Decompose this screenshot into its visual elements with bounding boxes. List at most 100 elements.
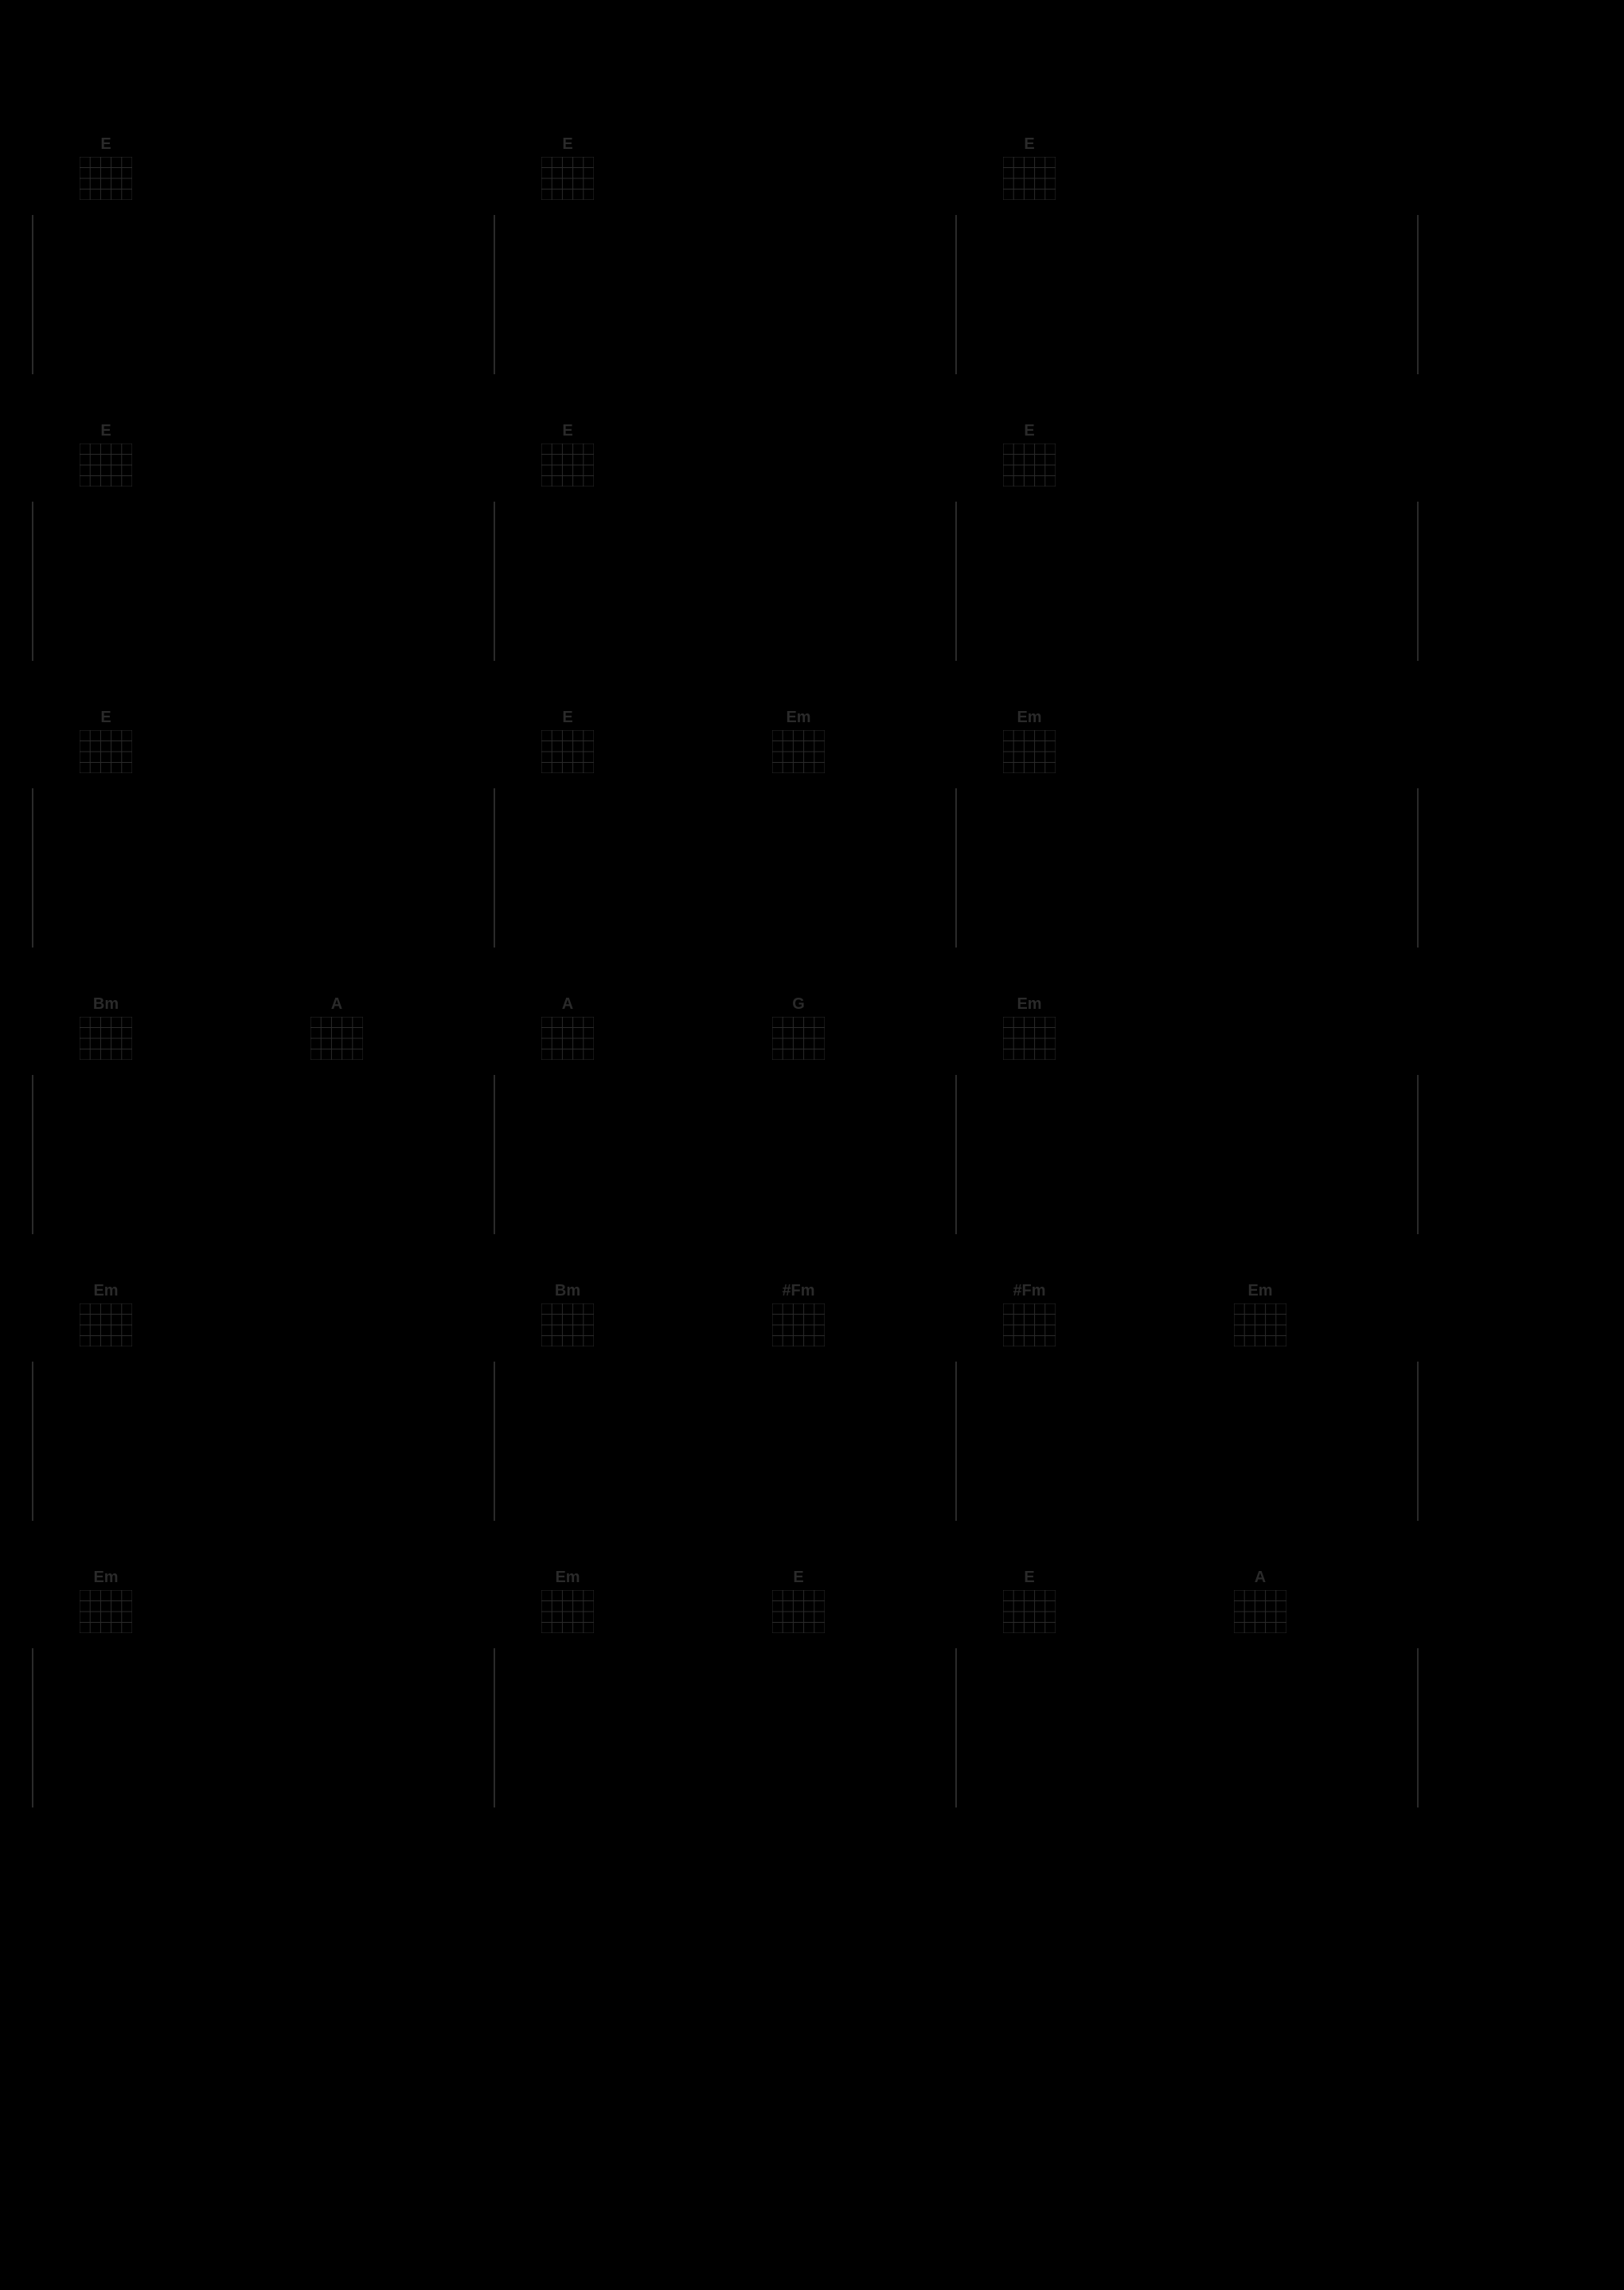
chord-diagram: E — [1003, 135, 1056, 204]
bar-divider — [1417, 215, 1419, 374]
fretboard-grid — [1003, 1017, 1056, 1060]
fretboard-grid — [310, 1017, 363, 1060]
chord-diagram: A — [310, 995, 363, 1064]
bar-divider — [1417, 788, 1419, 948]
fretboard-grid — [1234, 1590, 1286, 1633]
bar-divider — [32, 502, 33, 661]
chord-label: Em — [80, 1282, 132, 1300]
bar-divider — [955, 502, 957, 661]
chord-row: Bm A A G Em — [32, 995, 1544, 1282]
bar-divider — [1417, 502, 1419, 661]
fretboard — [1003, 157, 1056, 204]
chord-row: EEE — [32, 135, 1544, 422]
bar-divider — [32, 1648, 33, 1807]
bar-divider — [32, 788, 33, 948]
chord-label: E — [772, 1569, 825, 1587]
chord-label: E — [80, 422, 132, 440]
fretboard — [1234, 1590, 1286, 1637]
fretboard-grid — [1234, 1303, 1286, 1346]
fretboard-grid — [772, 1303, 825, 1346]
bar-divider — [494, 1362, 495, 1521]
bar-divider — [955, 1075, 957, 1234]
fretboard — [541, 157, 594, 204]
bar-divider — [494, 502, 495, 661]
fretboard-grid — [541, 730, 594, 773]
chord-label: Em — [80, 1569, 132, 1587]
chord-diagram: Em — [1234, 1282, 1286, 1350]
fretboard — [541, 1017, 594, 1064]
bar-divider — [494, 788, 495, 948]
fretboard-grid — [541, 444, 594, 487]
fretboard — [541, 444, 594, 490]
chord-label: E — [541, 135, 594, 154]
fretboard — [80, 157, 132, 204]
chord-diagram: E — [541, 709, 594, 777]
chord-diagram: Em — [80, 1569, 132, 1637]
fretboard-grid — [1003, 1590, 1056, 1633]
bar-divider — [955, 788, 957, 948]
fretboard-grid — [1003, 1303, 1056, 1346]
chord-diagram: G — [772, 995, 825, 1064]
fretboard — [80, 1590, 132, 1637]
bar-divider — [1417, 1648, 1419, 1807]
chord-label: E — [80, 135, 132, 154]
chord-row: EEE — [32, 422, 1544, 709]
fretboard — [1003, 1017, 1056, 1064]
chord-diagram: E — [541, 422, 594, 490]
chord-diagram: Bm — [80, 995, 132, 1064]
chord-label: Em — [541, 1569, 594, 1587]
fretboard — [772, 1017, 825, 1064]
chord-diagram: #Fm — [1003, 1282, 1056, 1350]
chord-diagram: E — [772, 1569, 825, 1637]
chord-label: Em — [772, 709, 825, 727]
fretboard-grid — [80, 730, 132, 773]
chord-diagram: Bm — [541, 1282, 594, 1350]
fretboard-grid — [772, 730, 825, 773]
fretboard-grid — [541, 1303, 594, 1346]
fretboard — [80, 444, 132, 490]
chord-diagram: Em — [1003, 995, 1056, 1064]
bar-divider — [1417, 1075, 1419, 1234]
chord-label: Em — [1003, 995, 1056, 1014]
bar-divider — [955, 215, 957, 374]
fretboard-grid — [80, 1303, 132, 1346]
chord-diagram: A — [541, 995, 594, 1064]
chord-label: E — [541, 709, 594, 727]
fretboard — [772, 1590, 825, 1637]
fretboard-grid — [1003, 730, 1056, 773]
fretboard — [80, 1303, 132, 1350]
chord-diagram: E — [80, 709, 132, 777]
chord-label: Em — [1234, 1282, 1286, 1300]
bar-divider — [955, 1362, 957, 1521]
fretboard — [80, 1017, 132, 1064]
fretboard — [1003, 1590, 1056, 1637]
chord-label: Em — [1003, 709, 1056, 727]
fretboard-grid — [541, 157, 594, 200]
chord-label: #Fm — [772, 1282, 825, 1300]
chord-diagram: E — [1003, 422, 1056, 490]
chord-diagram: E — [80, 135, 132, 204]
fretboard-grid — [80, 444, 132, 487]
fretboard — [80, 730, 132, 777]
fretboard — [541, 1303, 594, 1350]
fretboard — [1003, 730, 1056, 777]
bar-divider — [955, 1648, 957, 1807]
chord-row: Em Em E E A — [32, 1569, 1544, 1855]
chord-label: E — [80, 709, 132, 727]
bar-divider — [494, 1075, 495, 1234]
bar-divider — [494, 1648, 495, 1807]
chord-label: E — [1003, 1569, 1056, 1587]
chord-diagram: #Fm — [772, 1282, 825, 1350]
fretboard-grid — [772, 1590, 825, 1633]
fretboard-grid — [80, 157, 132, 200]
chord-label: G — [772, 995, 825, 1014]
fretboard — [772, 730, 825, 777]
chord-diagram: A — [1234, 1569, 1286, 1637]
bar-divider — [32, 1362, 33, 1521]
fretboard — [1234, 1303, 1286, 1350]
chord-row: E E Em Em — [32, 709, 1544, 995]
fretboard — [541, 730, 594, 777]
chord-diagram: Em — [772, 709, 825, 777]
bar-divider — [32, 1075, 33, 1234]
fretboard-grid — [541, 1017, 594, 1060]
